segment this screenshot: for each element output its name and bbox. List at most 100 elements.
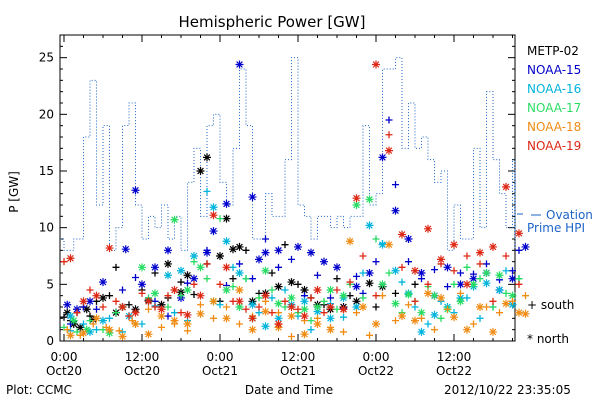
y-tick-label: 15 (39, 164, 54, 178)
noaa-15-north-point (248, 193, 257, 202)
noaa-17-north-point (151, 289, 159, 298)
x-tick-date: Oct21 (202, 364, 238, 378)
noaa-18-north-point (222, 314, 231, 323)
noaa-17-south-point (450, 280, 458, 288)
metp-02-north-point (222, 214, 231, 223)
noaa-17-north-point (274, 299, 283, 308)
metp-02-south-point (229, 275, 237, 283)
noaa-19-north-point (209, 211, 218, 220)
metp-02-south-point (112, 263, 120, 271)
noaa-17-north-point (456, 297, 465, 306)
noaa-16-north-point (86, 327, 94, 336)
noaa-19-south-point (502, 252, 510, 260)
noaa-15-south-point (431, 266, 438, 274)
noaa-16-south-point (106, 314, 113, 322)
legend-metp-02: METP-02 (527, 44, 579, 58)
noaa-17-north-point (495, 271, 504, 280)
noaa-15-north-point (274, 246, 283, 255)
noaa-17-south-point (502, 289, 510, 297)
noaa-18-north-point (235, 286, 244, 294)
noaa-19-north-point (352, 194, 361, 203)
noaa-16-north-point (190, 252, 198, 260)
noaa-19-south-point (281, 297, 289, 305)
noaa-15-north-point (404, 235, 413, 243)
metp-02-south-point (268, 269, 276, 277)
data-points (60, 60, 530, 341)
y-tick-label: 0 (46, 334, 54, 348)
noaa-19-north-point (437, 255, 445, 264)
noaa-15-south-point (275, 263, 282, 271)
noaa-17-north-point (183, 286, 192, 294)
noaa-15-north-point (151, 263, 159, 272)
noaa-17-south-point (476, 275, 484, 283)
noaa-19-south-point (112, 297, 120, 305)
marker-legend-south: + south (527, 298, 574, 312)
noaa-18-north-point (515, 308, 523, 317)
noaa-16-south-point (93, 326, 100, 334)
noaa-17-north-point (352, 201, 361, 209)
noaa-15-north-point (456, 280, 465, 289)
noaa-15-south-point (314, 271, 321, 279)
noaa-16-north-point (300, 297, 309, 306)
noaa-16-south-point (424, 320, 432, 328)
metp-02-north-point (99, 293, 107, 302)
noaa-17-north-point (430, 291, 439, 300)
noaa-17-north-point (378, 280, 387, 289)
noaa-17-south-point (112, 309, 120, 317)
noaa-15-south-point (509, 267, 516, 275)
noaa-16-north-point (261, 322, 270, 331)
noaa-18-south-point (158, 323, 165, 331)
noaa-19-north-point (66, 254, 75, 263)
metp-02-north-point (365, 279, 374, 288)
x-tick-date: Oct22 (358, 364, 394, 378)
noaa-19-south-point (489, 297, 497, 305)
noaa-16-south-point (203, 187, 211, 195)
noaa-19-north-point (105, 244, 114, 253)
metp-02-north-point (235, 242, 244, 251)
noaa-17-north-point (391, 299, 400, 308)
noaa-15-south-point (385, 116, 393, 124)
noaa-17-south-point (385, 269, 393, 277)
noaa-15-north-point (469, 274, 478, 283)
noaa-15-north-point (63, 300, 72, 309)
noaa-16-north-point (482, 279, 491, 288)
noaa-15-north-point (209, 227, 218, 236)
noaa-15-south-point (392, 181, 399, 189)
noaa-16-south-point (138, 320, 146, 328)
metp-02-south-point (294, 280, 302, 288)
noaa-15-south-point (93, 305, 100, 313)
noaa-18-south-point (483, 303, 490, 311)
noaa-16-south-point (359, 269, 367, 277)
noaa-19-north-point (385, 146, 393, 155)
noaa-17-north-point (404, 290, 413, 299)
metp-02-north-point (229, 245, 237, 254)
metp-02-south-point (60, 313, 68, 321)
noaa-18-north-point (105, 325, 114, 334)
noaa-17-south-point (242, 275, 250, 283)
noaa-15-north-point (294, 242, 302, 251)
noaa-18-south-point (288, 332, 295, 340)
ovation-step-line (60, 57, 516, 251)
noaa-18-north-point (170, 316, 179, 325)
noaa-18-south-point (392, 317, 399, 325)
metp-02-north-point (196, 167, 205, 175)
noaa-15-north-point (391, 206, 400, 215)
noaa-18-north-point (359, 303, 367, 311)
noaa-18-north-point (300, 330, 309, 339)
noaa-19-south-point (333, 286, 341, 294)
noaa-18-north-point (313, 320, 322, 328)
noaa-18-south-point (197, 301, 204, 309)
footer-center: Date and Time (245, 383, 333, 397)
noaa-17-north-point (196, 263, 205, 272)
noaa-15-south-point (67, 320, 74, 328)
noaa-15-north-point (443, 263, 452, 272)
noaa-16-south-point (398, 278, 406, 286)
metp-02-south-point (372, 303, 380, 311)
footer-timestamp: 2012/10/22 23:35:05 (444, 383, 571, 397)
legend: METP-02 NOAA-15 NOAA-16 NOAA-17 NOAA-18 NOAA-… (527, 44, 581, 153)
noaa-19-south-point (515, 280, 523, 288)
metp-02-south-point (346, 292, 354, 300)
noaa-17-south-point (333, 305, 341, 313)
noaa-18-south-point (340, 328, 347, 336)
y-axis: 0 5 10 15 20 25 (39, 45, 515, 348)
